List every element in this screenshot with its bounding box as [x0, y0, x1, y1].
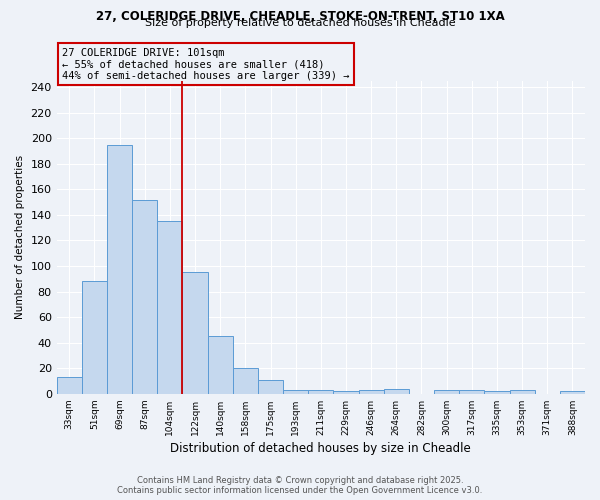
Bar: [384, 388, 409, 394]
Bar: [157, 222, 182, 394]
Bar: [82, 282, 107, 394]
Text: 27, COLERIDGE DRIVE, CHEADLE, STOKE-ON-TRENT, ST10 1XA: 27, COLERIDGE DRIVE, CHEADLE, STOKE-ON-T…: [95, 10, 505, 23]
Bar: [459, 390, 484, 394]
Bar: [283, 390, 308, 394]
Y-axis label: Number of detached properties: Number of detached properties: [15, 155, 25, 320]
X-axis label: Distribution of detached houses by size in Cheadle: Distribution of detached houses by size …: [170, 442, 471, 455]
Text: Size of property relative to detached houses in Cheadle: Size of property relative to detached ho…: [145, 18, 455, 28]
Bar: [560, 392, 585, 394]
Bar: [334, 392, 359, 394]
Bar: [359, 390, 384, 394]
Bar: [132, 200, 157, 394]
Bar: [182, 272, 208, 394]
Bar: [258, 380, 283, 394]
Bar: [208, 336, 233, 394]
Bar: [484, 392, 509, 394]
Bar: [107, 144, 132, 394]
Bar: [233, 368, 258, 394]
Text: Contains HM Land Registry data © Crown copyright and database right 2025.
Contai: Contains HM Land Registry data © Crown c…: [118, 476, 482, 495]
Bar: [434, 390, 459, 394]
Bar: [308, 390, 334, 394]
Text: 27 COLERIDGE DRIVE: 101sqm
← 55% of detached houses are smaller (418)
44% of sem: 27 COLERIDGE DRIVE: 101sqm ← 55% of deta…: [62, 48, 349, 80]
Bar: [509, 390, 535, 394]
Bar: [56, 377, 82, 394]
